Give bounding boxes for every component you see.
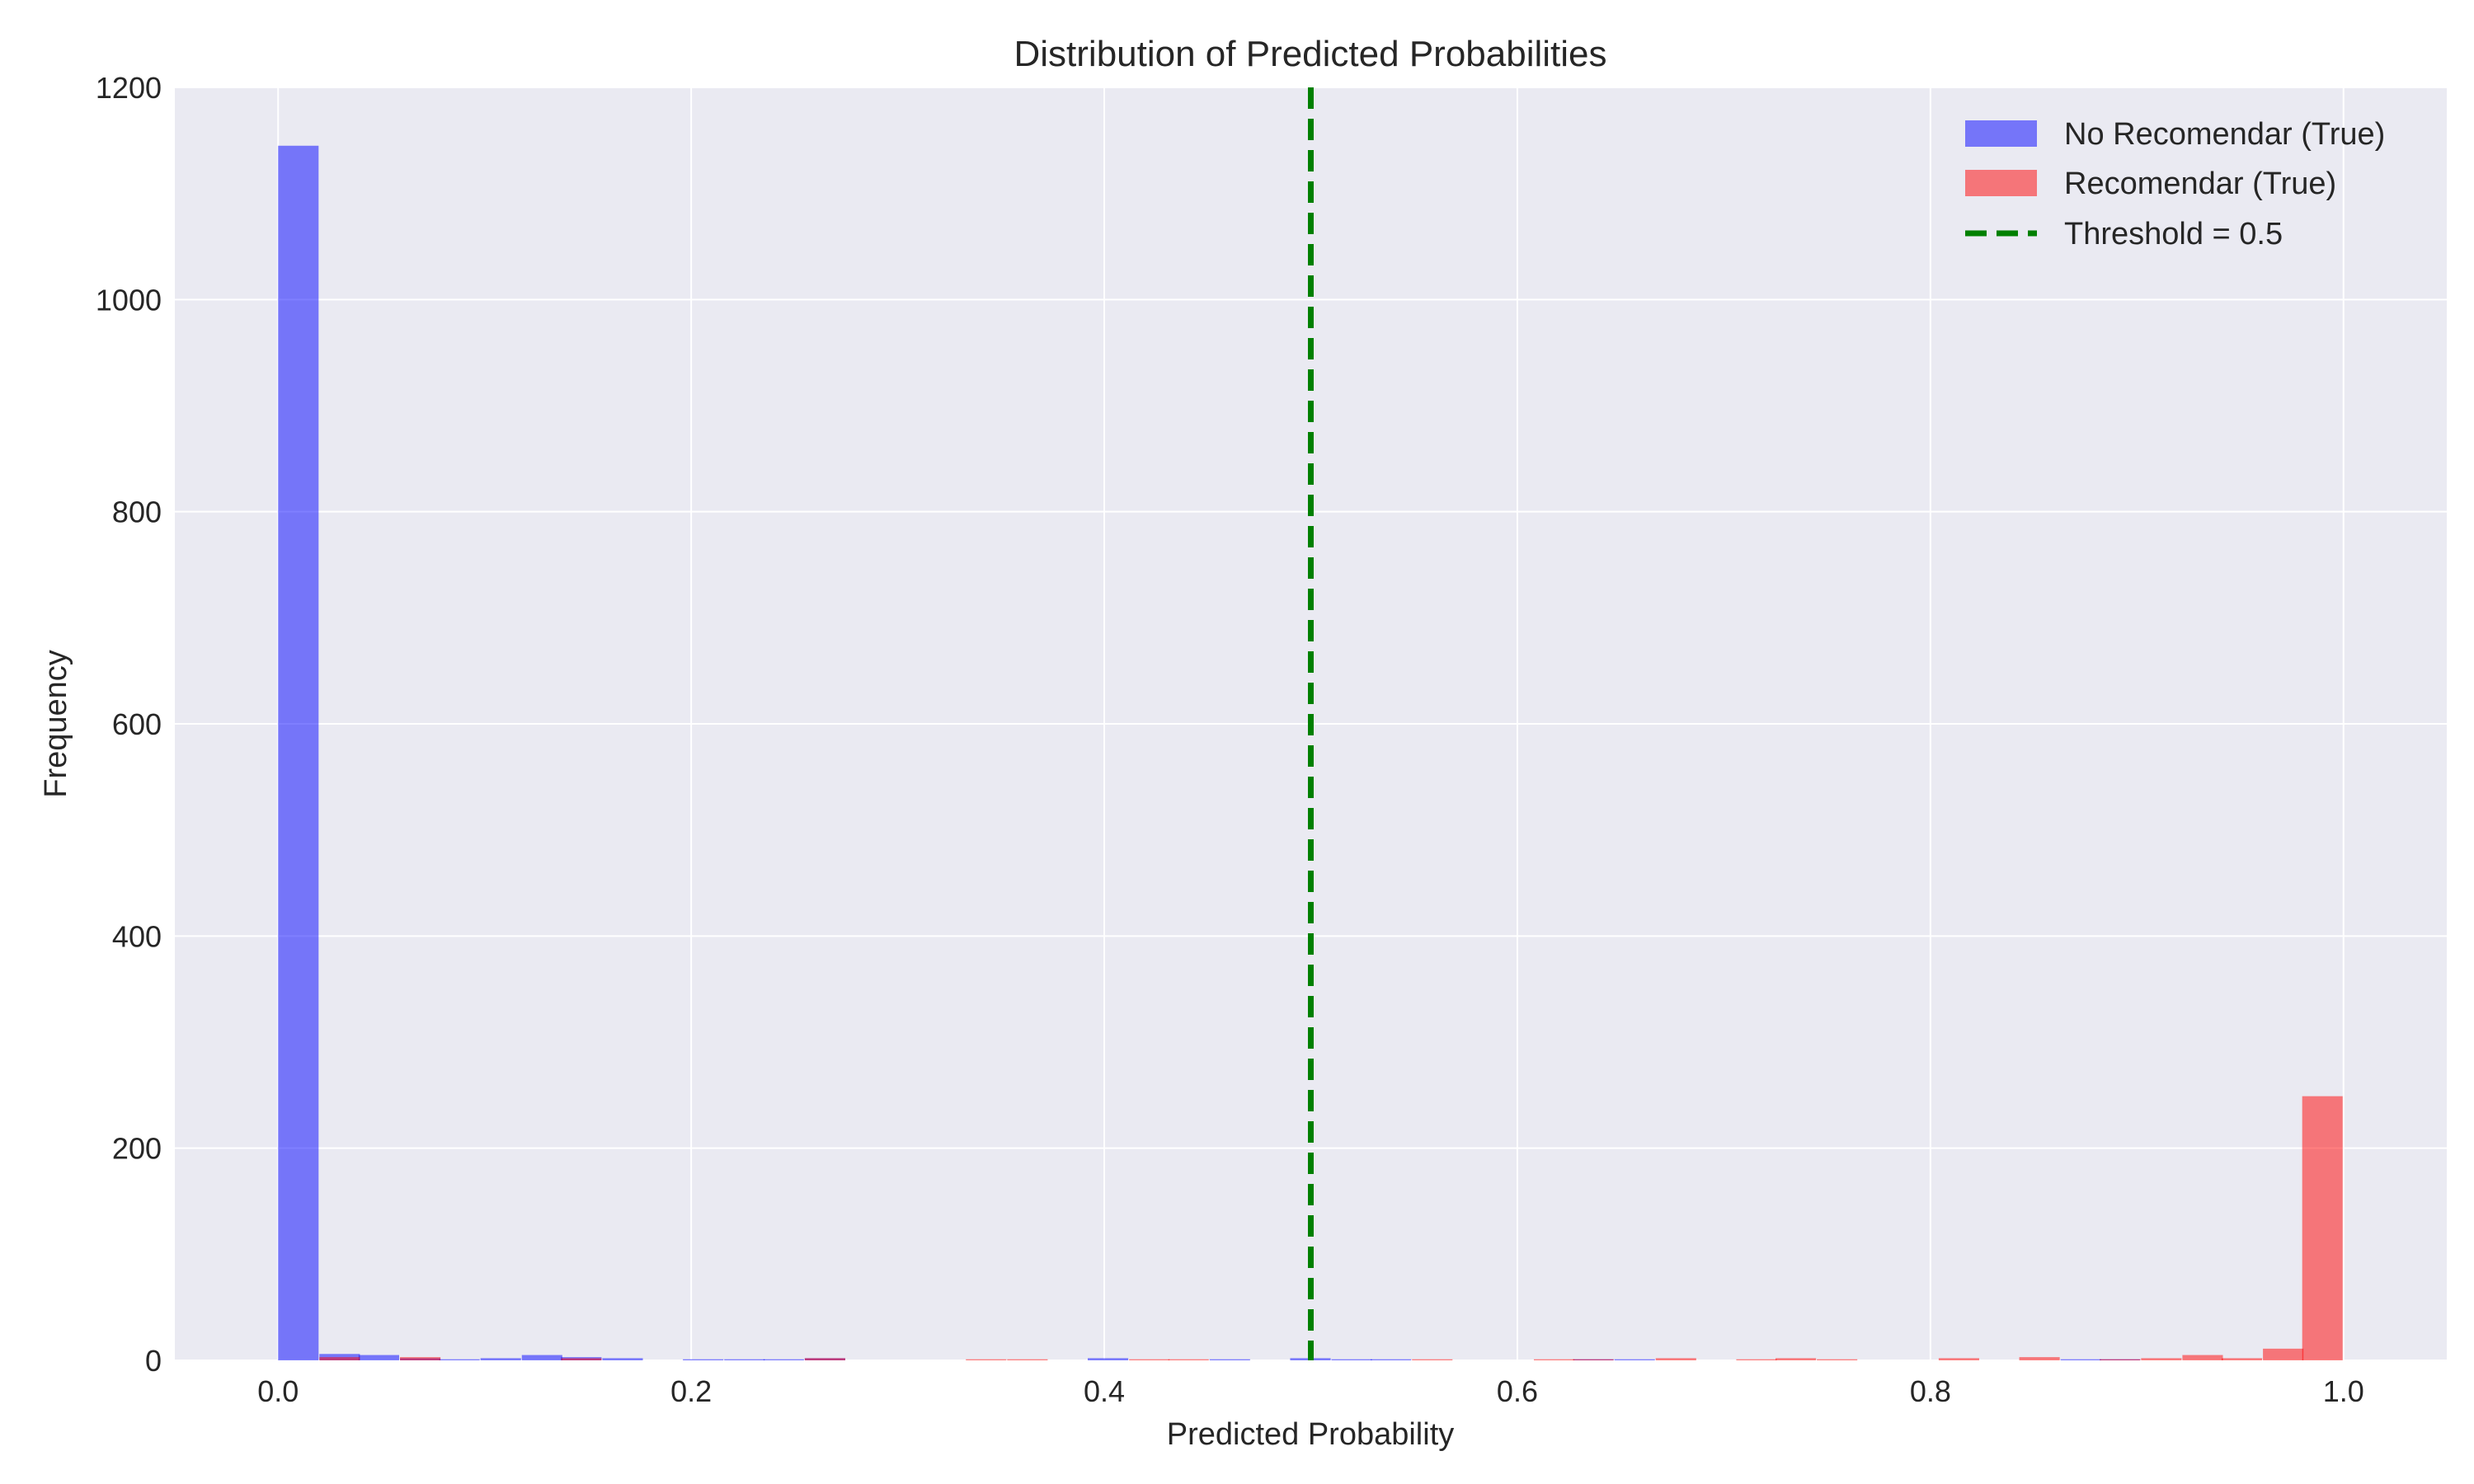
- bar-no-recomendar: [602, 1358, 643, 1360]
- bar-recomendar: [2141, 1358, 2182, 1360]
- bar-recomendar: [1776, 1358, 1817, 1360]
- legend: No Recomendar (True) Recomendar (True) T…: [1965, 117, 2385, 251]
- x-tick-label: 0.6: [1497, 1374, 1538, 1408]
- y-tick-label: 1200: [96, 71, 162, 105]
- tick-labels: 0.0 0.2 0.4 0.6 0.8 1.0 0 200 400 600 800 1000 1200: [96, 71, 2364, 1408]
- bar-no-recomendar: [1088, 1358, 1129, 1360]
- x-tick-label: 0.2: [670, 1374, 712, 1408]
- x-tick-label: 1.0: [2323, 1374, 2364, 1408]
- y-tick-label: 1000: [96, 283, 162, 317]
- x-tick-label: 0.8: [1910, 1374, 1951, 1408]
- x-tick-label: 0.0: [257, 1374, 299, 1408]
- legend-swatch-recomendar: [1965, 170, 2037, 196]
- x-axis-label: Predicted Probability: [1167, 1417, 1455, 1452]
- bar-recomendar: [399, 1357, 441, 1360]
- legend-swatch-no-recomendar: [1965, 120, 2037, 147]
- y-tick-label: 800: [112, 495, 162, 529]
- bar-recomendar: [2222, 1358, 2263, 1360]
- bar-no-recomendar: [480, 1358, 521, 1360]
- bar-recomendar: [804, 1358, 845, 1360]
- bar-recomendar: [2263, 1348, 2304, 1360]
- y-tick-label: 0: [145, 1344, 162, 1378]
- histogram-bars: [278, 145, 2343, 1361]
- bar-recomendar: [319, 1357, 360, 1360]
- bar-recomendar: [2019, 1357, 2060, 1360]
- chart-title: Distribution of Predicted Probabilities: [1014, 34, 1606, 74]
- y-axis-label: Frequency: [39, 650, 73, 798]
- x-tick-label: 0.4: [1084, 1374, 1125, 1408]
- bar-recomendar: [1938, 1358, 1979, 1360]
- y-tick-label: 400: [112, 919, 162, 953]
- bar-recomendar: [1655, 1358, 1696, 1360]
- bar-recomendar: [2182, 1355, 2223, 1360]
- y-tick-label: 200: [112, 1132, 162, 1166]
- legend-label-no-recomendar: No Recomendar (True): [2064, 117, 2385, 152]
- legend-label-recomendar: Recomendar (True): [2064, 167, 2336, 201]
- legend-label-threshold: Threshold = 0.5: [2064, 217, 2283, 251]
- y-tick-label: 600: [112, 707, 162, 741]
- bar-no-recomendar: [521, 1355, 562, 1360]
- bar-recomendar: [561, 1358, 602, 1360]
- bar-recomendar: [2302, 1096, 2343, 1360]
- bar-no-recomendar: [358, 1355, 399, 1360]
- bar-no-recomendar: [278, 145, 319, 1361]
